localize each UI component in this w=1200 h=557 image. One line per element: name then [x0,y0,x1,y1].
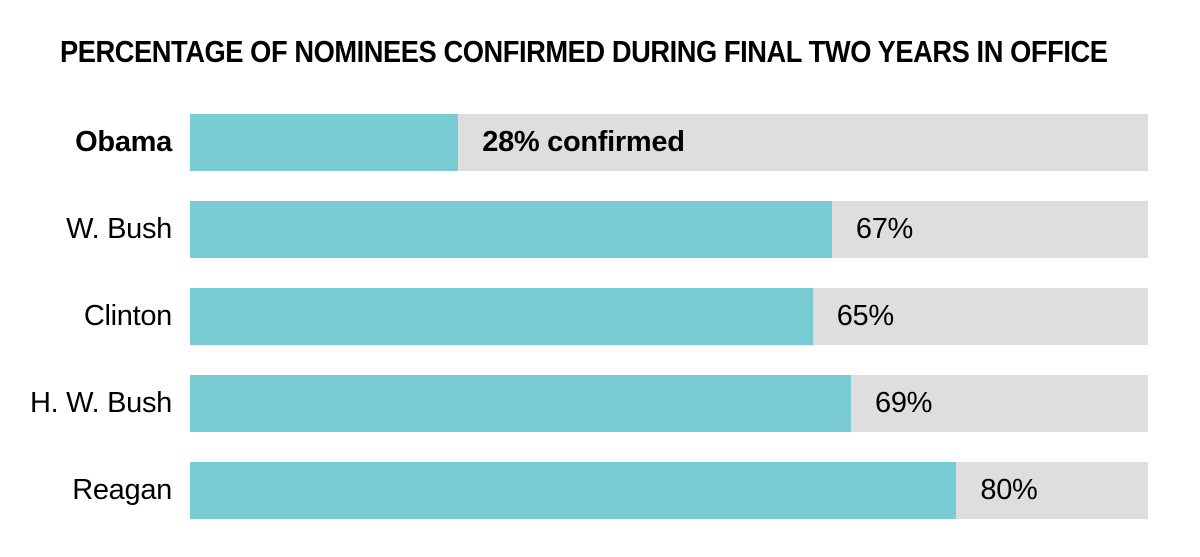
bar-track: 67% [190,201,1148,258]
value-label: 67% [855,213,914,245]
bar-track: 65% [190,288,1148,345]
bar-fill [190,375,852,432]
value-label: 69% [875,387,933,419]
value-label: 28% confirmed [482,126,685,158]
bar-track: 28% confirmed [190,114,1148,171]
bar-fill [190,114,459,171]
bar-fill [190,201,832,258]
bar-fill [190,462,957,519]
category-label: Reagan [72,474,172,506]
category-label: H. W. Bush [29,387,172,419]
bar-fill [190,288,813,345]
bar-track: 69% [190,375,1148,432]
category-label: Clinton [83,300,172,332]
bar-row-h-w-bush: H. W. Bush 69% [0,375,1200,432]
bar-row-obama: Obama 28% confirmed [0,114,1200,171]
bar-row-reagan: Reagan 80% [0,462,1200,519]
value-label: 80% [980,474,1038,506]
bar-row-clinton: Clinton 65% [0,288,1200,345]
category-label: W. Bush [66,213,172,245]
category-label: Obama [75,126,172,158]
chart-title: PERCENTAGE OF NOMINEES CONFIRMED DURING … [60,34,1108,69]
bar-row-w-bush: W. Bush 67% [0,201,1200,258]
bar-rows: Obama 28% confirmed W. Bush 67% Clinton … [0,114,1200,549]
value-label: 65% [836,300,894,332]
bar-track: 80% [190,462,1148,519]
